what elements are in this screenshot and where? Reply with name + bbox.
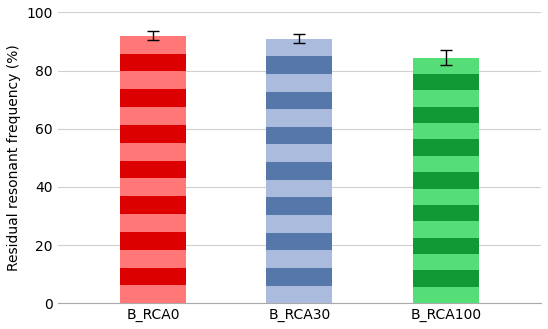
Bar bbox=[120, 125, 186, 143]
Bar bbox=[120, 285, 186, 303]
Bar bbox=[266, 144, 332, 162]
Bar bbox=[413, 254, 479, 270]
Bar bbox=[266, 38, 332, 56]
Bar bbox=[266, 127, 332, 144]
Bar bbox=[266, 250, 332, 268]
Bar bbox=[266, 197, 332, 215]
Bar bbox=[266, 215, 332, 233]
Bar bbox=[120, 267, 186, 285]
Bar bbox=[120, 178, 186, 196]
Bar bbox=[266, 286, 332, 303]
Bar bbox=[120, 89, 186, 107]
Bar bbox=[413, 238, 479, 254]
Bar bbox=[266, 109, 332, 127]
Bar bbox=[120, 196, 186, 214]
Bar bbox=[413, 123, 479, 139]
Bar bbox=[413, 287, 479, 303]
Bar bbox=[413, 221, 479, 238]
Bar bbox=[413, 58, 479, 74]
Bar bbox=[120, 54, 186, 71]
Bar bbox=[120, 71, 186, 89]
Bar bbox=[413, 107, 479, 123]
Bar bbox=[266, 233, 332, 250]
Bar bbox=[266, 74, 332, 91]
Bar bbox=[266, 268, 332, 286]
Bar bbox=[413, 156, 479, 172]
Bar bbox=[413, 139, 479, 156]
Y-axis label: Residual resonant frequency (%): Residual resonant frequency (%) bbox=[7, 44, 21, 271]
Bar bbox=[120, 107, 186, 125]
Bar bbox=[413, 90, 479, 107]
Bar bbox=[120, 36, 186, 54]
Bar bbox=[413, 270, 479, 287]
Bar bbox=[266, 91, 332, 109]
Bar bbox=[413, 172, 479, 189]
Bar bbox=[120, 232, 186, 250]
Bar bbox=[266, 56, 332, 74]
Bar bbox=[120, 143, 186, 161]
Bar bbox=[413, 205, 479, 221]
Bar bbox=[120, 161, 186, 178]
Bar bbox=[120, 250, 186, 267]
Bar bbox=[413, 189, 479, 205]
Bar bbox=[266, 180, 332, 197]
Bar bbox=[413, 74, 479, 90]
Bar bbox=[120, 214, 186, 232]
Bar bbox=[266, 162, 332, 180]
